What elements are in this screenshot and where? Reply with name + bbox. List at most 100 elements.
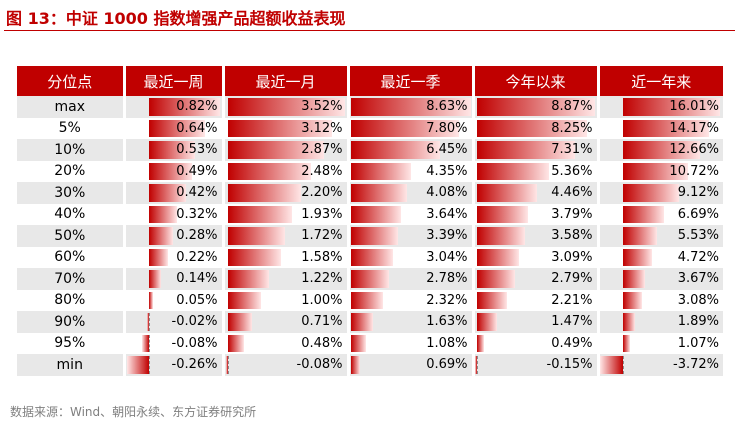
cell-year: 10.72% (596, 160, 723, 182)
cell-month: 1.22% (221, 268, 348, 290)
cell-month: -0.08% (221, 354, 348, 376)
row-label: 80% (54, 292, 86, 309)
header-row: 分位点 最近一周 最近一月 最近一季 今年以来 近一年来 (17, 66, 723, 96)
data-bar (477, 248, 519, 266)
cell-value: 1.63% (426, 314, 468, 330)
cell-ytd: 4.46% (471, 182, 598, 204)
cell-value: 3.52% (301, 99, 343, 115)
cell-value: 3.39% (426, 228, 468, 244)
cell-week: -0.26% (122, 354, 223, 376)
cell-year: 1.07% (596, 332, 723, 354)
figure-title: 图 13：中证 1000 指数增强产品超额收益表现 (6, 9, 346, 28)
cell-value: 3.09% (551, 249, 593, 265)
cell-value: 1.08% (426, 335, 468, 351)
data-bar (623, 270, 646, 288)
data-bar (350, 162, 411, 180)
data-bar (350, 119, 459, 137)
cell-week: 0.22% (122, 246, 223, 268)
cell-value: 0.28% (176, 228, 218, 244)
cell-value: 2.87% (301, 142, 343, 158)
data-bar (149, 98, 221, 116)
cell-season: 2.78% (346, 268, 473, 290)
cell-value: 3.79% (551, 206, 593, 222)
data-bar (623, 334, 630, 352)
data-bar (228, 162, 311, 180)
header-season: 最近一季 (346, 66, 473, 96)
title-divider (4, 30, 735, 31)
data-bar (623, 248, 652, 266)
cell-value: 0.32% (176, 206, 218, 222)
cell-week: 0.05% (122, 289, 223, 311)
table-row: 40% 0.32% 1.93% 3.64% 3.79% 6.69% (17, 203, 723, 225)
cell-value: 4.35% (426, 163, 468, 179)
cell-value: 3.04% (426, 249, 468, 265)
data-bar (228, 291, 262, 309)
data-bar (623, 98, 721, 116)
cell-month: 2.48% (221, 160, 348, 182)
cell-value: -0.26% (171, 357, 218, 373)
data-bar (477, 227, 526, 245)
data-bar (623, 141, 701, 159)
zero-axis-line (623, 356, 625, 374)
row-label: 70% (17, 268, 124, 290)
cell-value: 0.48% (301, 335, 343, 351)
data-bar (350, 141, 441, 159)
data-bar (600, 356, 624, 374)
cell-value: 7.80% (426, 120, 468, 136)
data-bar (350, 205, 402, 223)
cell-value: 0.49% (551, 335, 593, 351)
cell-year: 14.17% (596, 117, 723, 139)
cell-season: 3.39% (346, 225, 473, 247)
cell-season: 8.63% (346, 96, 473, 118)
cell-value: 3.12% (301, 120, 343, 136)
data-bar (350, 313, 374, 331)
cell-value: 3.64% (426, 206, 468, 222)
data-bar (147, 313, 150, 331)
table-row: min -0.26% -0.08% 0.69% -0.15% -3.72% (17, 354, 723, 376)
data-bar (228, 141, 324, 159)
cell-value: 3.58% (551, 228, 593, 244)
data-bar (149, 162, 192, 180)
data-bar (350, 291, 383, 309)
cell-month: 1.58% (221, 246, 348, 268)
cell-ytd: 8.87% (471, 96, 598, 118)
data-bar (623, 119, 710, 137)
cell-month: 3.12% (221, 117, 348, 139)
cell-value: 1.22% (301, 271, 343, 287)
row-label: 95% (54, 335, 86, 352)
cell-value: 5.53% (677, 228, 719, 244)
table-row: 50% 0.28% 1.72% 3.39% 3.58% 5.53% (17, 225, 723, 247)
data-bar (149, 248, 169, 266)
cell-month: 1.72% (221, 225, 348, 247)
cell-value: 1.89% (677, 314, 719, 330)
data-bar (350, 270, 390, 288)
cell-ytd: 3.09% (471, 246, 598, 268)
cell-ytd: 1.47% (471, 311, 598, 333)
data-bar (623, 291, 642, 309)
header-percentile: 分位点 (17, 66, 124, 96)
excess-return-table: 分位点 最近一周 最近一月 最近一季 今年以来 近一年来 max 0.82% 3.5… (17, 66, 723, 376)
cell-value: 10.72% (669, 163, 719, 179)
cell-value: -0.08% (171, 335, 218, 351)
cell-value: 0.05% (176, 292, 218, 308)
data-bar (623, 162, 689, 180)
data-bar (623, 313, 635, 331)
cell-year: 1.89% (596, 311, 723, 333)
cell-value: 0.64% (176, 120, 218, 136)
cell-month: 2.20% (221, 182, 348, 204)
cell-year: 4.72% (596, 246, 723, 268)
cell-season: 1.08% (346, 332, 473, 354)
cell-value: 0.69% (426, 357, 468, 373)
cell-month: 1.93% (221, 203, 348, 225)
row-label: 5% (58, 120, 81, 137)
cell-value: 0.14% (176, 271, 218, 287)
cell-value: 4.46% (551, 185, 593, 201)
data-bar (149, 291, 154, 309)
cell-ytd: 8.25% (471, 117, 598, 139)
cell-value: 5.36% (551, 163, 593, 179)
data-bar (149, 184, 186, 202)
cell-value: -0.02% (171, 314, 218, 330)
cell-month: 3.52% (221, 96, 348, 118)
cell-ytd: 0.49% (471, 332, 598, 354)
row-label: 60% (54, 249, 86, 266)
